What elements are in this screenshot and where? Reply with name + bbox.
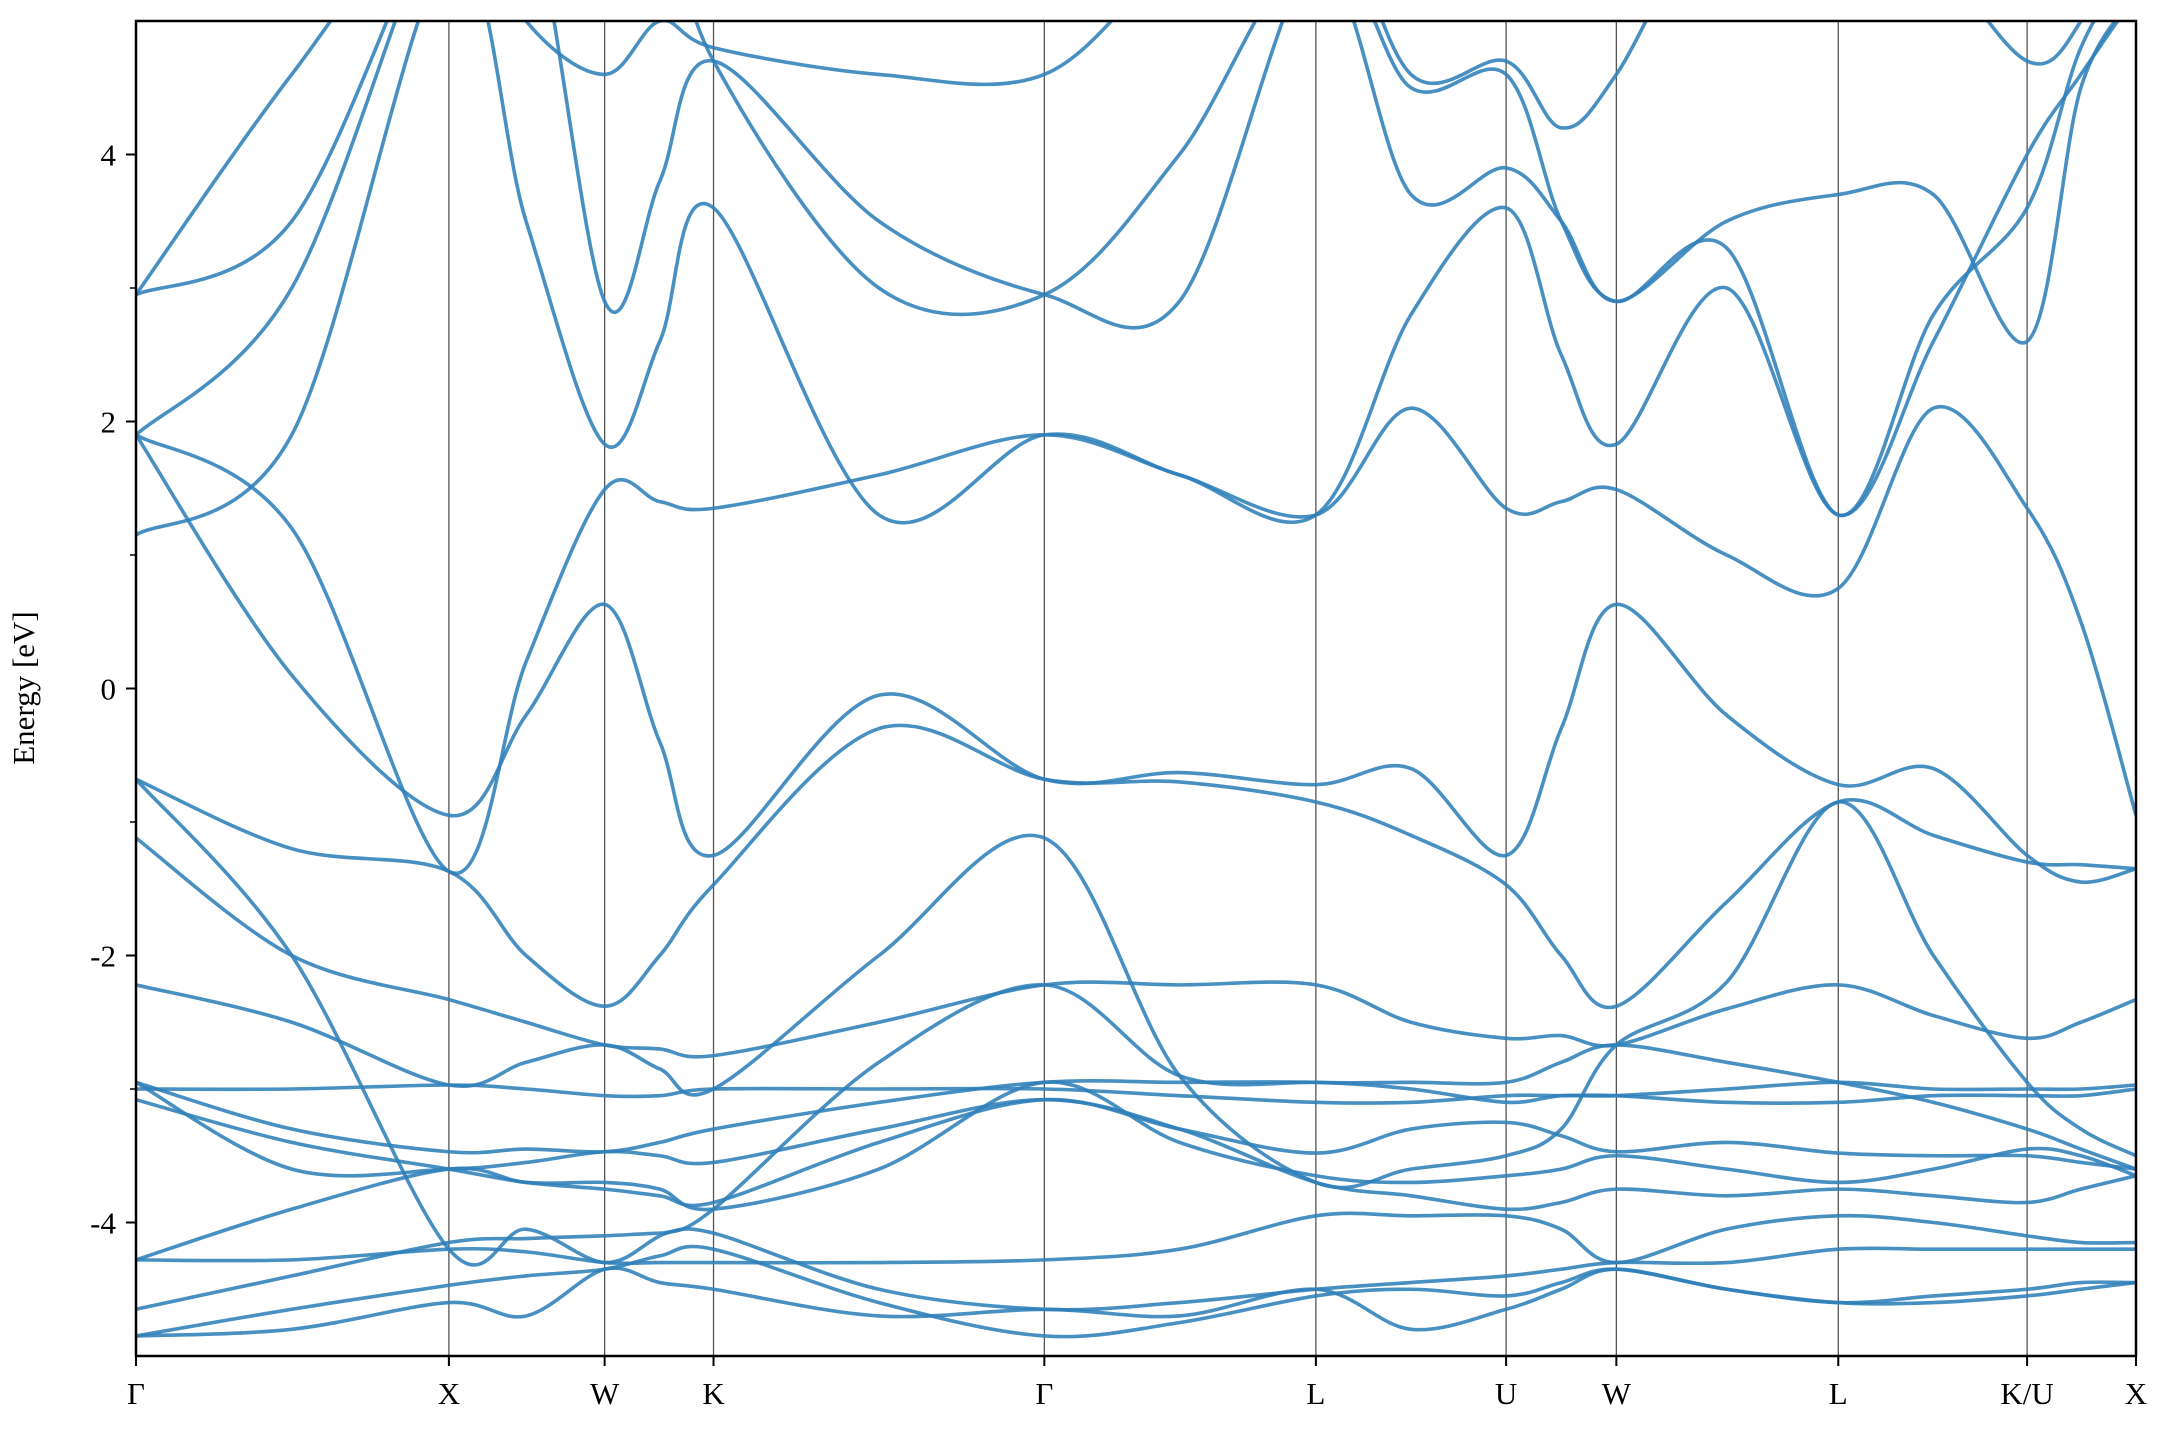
y-tick-label: -2 — [90, 939, 116, 974]
band-line — [136, 1083, 2136, 1105]
band-line — [136, 21, 2120, 537]
x-tick-label: X — [438, 1376, 460, 1411]
y-tick-label: -4 — [90, 1206, 116, 1241]
band-line — [136, 1227, 2136, 1312]
y-tick-label: 2 — [101, 405, 117, 440]
band-line — [136, 1266, 2136, 1338]
y-tick-label: 0 — [101, 672, 117, 707]
x-tick-label: W — [590, 1376, 620, 1411]
x-tick-label: Γ — [127, 1376, 145, 1411]
x-tick-label: X — [2125, 1376, 2147, 1411]
band-line — [136, 1080, 2136, 1212]
x-tick-label: U — [1495, 1376, 1517, 1411]
axes: Γ X W K Γ L U W L K/U X -4 -2 0 2 4 — [90, 19, 2147, 1411]
band-line — [136, 21, 2083, 296]
plot-frame — [134, 19, 2138, 1358]
grid — [135, 21, 2137, 1356]
x-tick-label: L — [1306, 1376, 1325, 1411]
bands — [136, 21, 2136, 1339]
band-line — [136, 404, 2136, 876]
x-tick-label: L — [1829, 1376, 1848, 1411]
x-tick-label: K/U — [2000, 1376, 2053, 1411]
x-tick-label: Γ — [1035, 1376, 1053, 1411]
band-line — [136, 433, 2136, 885]
band-line — [136, 1079, 2136, 1155]
band-line — [136, 21, 2118, 345]
band-line — [136, 21, 2096, 517]
band-line — [136, 1244, 2136, 1339]
y-axis-label: Energy [eV] — [6, 611, 41, 765]
band-line — [136, 1211, 2136, 1266]
band-line — [136, 723, 2136, 1010]
band-line — [136, 836, 2136, 1059]
band-line — [136, 778, 2136, 1267]
x-tick-label: K — [702, 1376, 725, 1411]
x-tick-label: W — [1602, 1376, 1632, 1411]
band-line — [136, 1080, 2136, 1262]
y-tick-label: 4 — [101, 138, 117, 173]
band-line — [136, 800, 2136, 1190]
